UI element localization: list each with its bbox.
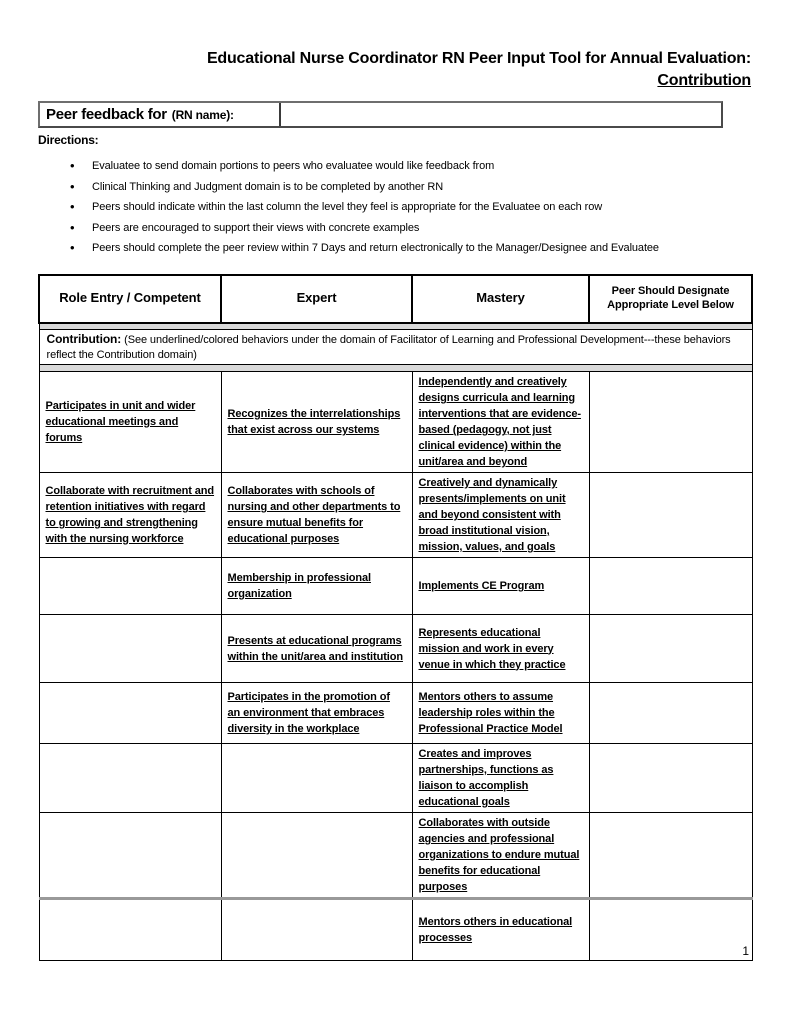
direction-item: Peers are encouraged to support their vi… — [38, 218, 751, 239]
gray-strip — [38, 364, 753, 372]
directions-list: Evaluatee to send domain portions to pee… — [38, 156, 751, 259]
table-row: Presents at educational programs within … — [38, 614, 753, 683]
expert-text: Collaborates with schools of nursing and… — [227, 485, 401, 545]
domain-note-cell: Contribution: (See underlined/colored be… — [38, 329, 753, 365]
expert-cell: Membership in professional organization — [220, 557, 413, 615]
table-row: Participates in the promotion of an envi… — [38, 682, 753, 744]
mastery-text: Creates and improves partnerships, funct… — [418, 748, 554, 808]
rn-name-label: (RN name): — [171, 107, 234, 122]
entry-cell: Participates in unit and wider education… — [38, 371, 222, 473]
header-role-entry-competent: Role Entry / Competent — [38, 273, 222, 324]
expert-cell: Collaborates with schools of nursing and… — [220, 472, 413, 558]
peer-level-cell[interactable] — [588, 614, 753, 683]
mastery-text: Mentors others to assume leadership role… — [418, 691, 563, 735]
expert-text: Presents at educational programs within … — [227, 634, 404, 663]
expert-text: Recognizes the interrelationships that e… — [227, 408, 401, 436]
table-header-row: Role Entry / Competent Expert Mastery Pe… — [38, 273, 753, 324]
mastery-cell: Creates and improves partnerships, funct… — [411, 743, 590, 813]
domain-note-row: Contribution: (See underlined/colored be… — [38, 329, 753, 365]
entry-cell — [38, 614, 222, 683]
expert-cell — [220, 812, 413, 899]
mastery-cell: Implements CE Program — [411, 557, 590, 615]
direction-item: Peers should complete the peer review wi… — [38, 238, 751, 259]
entry-text: Participates in unit and wider education… — [45, 400, 196, 444]
table-row: Membership in professional organization … — [38, 557, 753, 615]
peer-level-cell[interactable] — [588, 743, 753, 813]
mastery-cell: Independently and creatively designs cur… — [411, 371, 590, 473]
header-mastery: Mastery — [411, 273, 590, 324]
direction-item: Evaluatee to send domain portions to pee… — [38, 156, 751, 177]
peer-level-cell[interactable] — [588, 472, 753, 558]
table-row: Participates in unit and wider education… — [38, 371, 753, 473]
rn-name-input[interactable] — [281, 103, 721, 126]
title-line-1: Educational Nurse Coordinator RN Peer In… — [206, 50, 751, 67]
mastery-text: Implements CE Program — [418, 580, 545, 592]
entry-cell — [38, 557, 222, 615]
expert-text: Participates in the promotion of an envi… — [227, 691, 391, 735]
table-row: Mentors others in educational processes — [38, 897, 753, 961]
header-peer-designate: Peer Should Designate Appropriate Level … — [588, 273, 753, 324]
mastery-cell: Mentors others to assume leadership role… — [411, 682, 590, 744]
expert-cell — [220, 743, 413, 813]
table-row: Collaborate with recruitment and retenti… — [38, 472, 753, 558]
entry-cell — [38, 812, 222, 899]
expert-cell: Participates in the promotion of an envi… — [220, 682, 413, 744]
gray-strip-row — [38, 322, 753, 330]
evaluation-table: Role Entry / Competent Expert Mastery Pe… — [38, 273, 753, 961]
table-row: Creates and improves partnerships, funct… — [38, 743, 753, 813]
domain-note-label: Contribution: — [46, 332, 122, 346]
expert-cell: Presents at educational programs within … — [220, 614, 413, 683]
peer-level-cell[interactable] — [588, 557, 753, 615]
page-number: 1 — [742, 944, 749, 958]
direction-item: Peers should indicate within the last co… — [38, 197, 751, 218]
entry-cell: Collaborate with recruitment and retenti… — [38, 472, 222, 558]
directions-heading: Directions: — [38, 133, 99, 147]
peer-feedback-label: Peer feedback for (RN name): — [40, 103, 281, 126]
table-row: Collaborates with outside agencies and p… — [38, 812, 753, 899]
title-line-2: Contribution — [657, 72, 751, 89]
domain-note-text: (See underlined/colored behaviors under … — [46, 334, 731, 361]
entry-cell — [38, 682, 222, 744]
entry-cell — [38, 897, 222, 961]
mastery-cell: Collaborates with outside agencies and p… — [411, 812, 590, 899]
gray-strip-row — [38, 364, 753, 372]
entry-text: Collaborate with recruitment and retenti… — [45, 485, 215, 545]
mastery-cell: Represents educational mission and work … — [411, 614, 590, 683]
peer-feedback-box: Peer feedback for (RN name): — [38, 101, 723, 128]
page-title: Educational Nurse Coordinator RN Peer In… — [38, 48, 751, 92]
mastery-text: Collaborates with outside agencies and p… — [418, 817, 580, 893]
mastery-text: Mentors others in educational processes — [418, 916, 573, 944]
mastery-cell: Creatively and dynamically presents/impl… — [411, 472, 590, 558]
expert-text: Membership in professional organization — [227, 572, 372, 600]
peer-level-cell[interactable] — [588, 371, 753, 473]
expert-cell — [220, 897, 413, 961]
mastery-text: Creatively and dynamically presents/impl… — [418, 477, 566, 553]
gray-strip — [38, 322, 753, 330]
header-expert: Expert — [220, 273, 413, 324]
mastery-cell: Mentors others in educational processes — [411, 897, 590, 961]
peer-level-cell[interactable] — [588, 682, 753, 744]
peer-level-cell[interactable] — [588, 897, 753, 961]
direction-item: Clinical Thinking and Judgment domain is… — [38, 177, 751, 198]
mastery-text: Independently and creatively designs cur… — [418, 376, 582, 468]
expert-cell: Recognizes the interrelationships that e… — [220, 371, 413, 473]
peer-level-cell[interactable] — [588, 812, 753, 899]
peer-feedback-label-text: Peer feedback for — [46, 106, 167, 123]
entry-cell — [38, 743, 222, 813]
mastery-text: Represents educational mission and work … — [418, 626, 566, 671]
